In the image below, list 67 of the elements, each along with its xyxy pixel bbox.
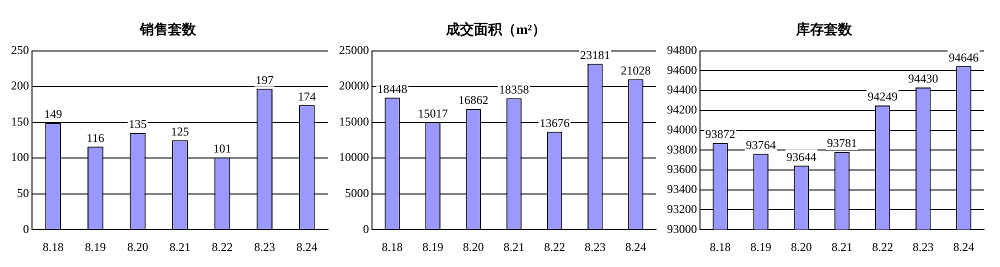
data-label: 93764 (746, 138, 776, 152)
y-tick-label: 50 (17, 186, 29, 200)
data-label: 174 (298, 89, 316, 104)
x-tick-label: 8.22 (872, 240, 894, 254)
x-tick-label: 8.24 (625, 240, 646, 254)
x-tick-label: 8.18 (382, 240, 403, 254)
x-tick-label: 8.23 (254, 240, 276, 254)
x-tick-label: 8.21 (170, 240, 190, 254)
data-label: 13676 (540, 116, 570, 130)
x-tick-label: 8.24 (296, 240, 318, 254)
data-label: 21028 (620, 63, 651, 78)
y-tick-label: 93800 (667, 142, 697, 156)
y-tick-label: 250 (11, 42, 29, 57)
y-tick-label: 94200 (667, 102, 697, 117)
data-label: 15017 (418, 106, 448, 120)
x-tick-label: 8.18 (42, 240, 64, 254)
x-tick-label: 8.20 (462, 240, 484, 254)
data-label: 23181 (580, 48, 610, 62)
data-label: 93872 (705, 127, 736, 142)
x-tick-label: 8.21 (504, 240, 524, 254)
data-label: 16862 (458, 93, 488, 108)
y-tick-label: 93000 (667, 222, 697, 236)
y-tick-label: 5000 (345, 186, 369, 200)
data-label: 93644 (786, 150, 816, 164)
y-tick-label: 10000 (339, 150, 369, 164)
x-tick-label: 8.24 (953, 240, 974, 254)
x-tick-label: 8.19 (422, 240, 444, 254)
data-label: 94430 (908, 72, 938, 86)
data-label: 116 (86, 130, 104, 145)
y-tick-label: 93400 (667, 182, 697, 196)
y-tick-label: 0 (23, 222, 29, 236)
y-tick-label: 15000 (339, 114, 369, 128)
data-label: 125 (171, 124, 189, 138)
x-tick-label: 8.23 (912, 240, 934, 254)
x-tick-label: 8.22 (212, 240, 233, 254)
x-tick-label: 8.19 (84, 240, 106, 254)
y-tick-label: 25000 (339, 42, 369, 57)
y-tick-label: 94800 (667, 42, 697, 57)
y-tick-label: 94000 (667, 122, 697, 136)
y-tick-label: 93600 (667, 162, 697, 176)
chart-title: 销售套数 (139, 22, 197, 38)
y-tick-label: 150 (11, 114, 29, 128)
x-tick-label: 8.18 (710, 240, 731, 254)
y-tick-label: 0 (363, 222, 369, 236)
data-label: 18358 (499, 82, 529, 96)
data-label: 197 (256, 72, 274, 87)
data-label: 93781 (827, 136, 857, 150)
y-tick-label: 94600 (667, 62, 697, 77)
y-tick-label: 20000 (339, 78, 369, 93)
y-tick-label: 93200 (667, 202, 697, 216)
data-label: 94249 (868, 90, 898, 104)
y-tick-label: 94400 (667, 82, 697, 97)
x-tick-label: 8.21 (832, 240, 852, 254)
chart-title: 库存套数 (795, 21, 853, 38)
y-tick-label: 100 (11, 150, 29, 164)
x-tick-label: 8.22 (544, 240, 566, 254)
data-label: 149 (44, 107, 62, 122)
x-tick-label: 8.20 (790, 240, 812, 254)
x-tick-label: 8.19 (750, 240, 772, 254)
data-label: 135 (128, 117, 147, 132)
x-tick-label: 8.23 (584, 240, 606, 254)
data-label: 101 (213, 142, 232, 156)
y-tick-label: 200 (11, 78, 29, 93)
data-label: 18448 (377, 82, 408, 96)
chart-title: 成交面积（m²） (445, 21, 546, 38)
x-tick-label: 8.20 (127, 240, 148, 254)
data-label: 94646 (948, 50, 979, 64)
